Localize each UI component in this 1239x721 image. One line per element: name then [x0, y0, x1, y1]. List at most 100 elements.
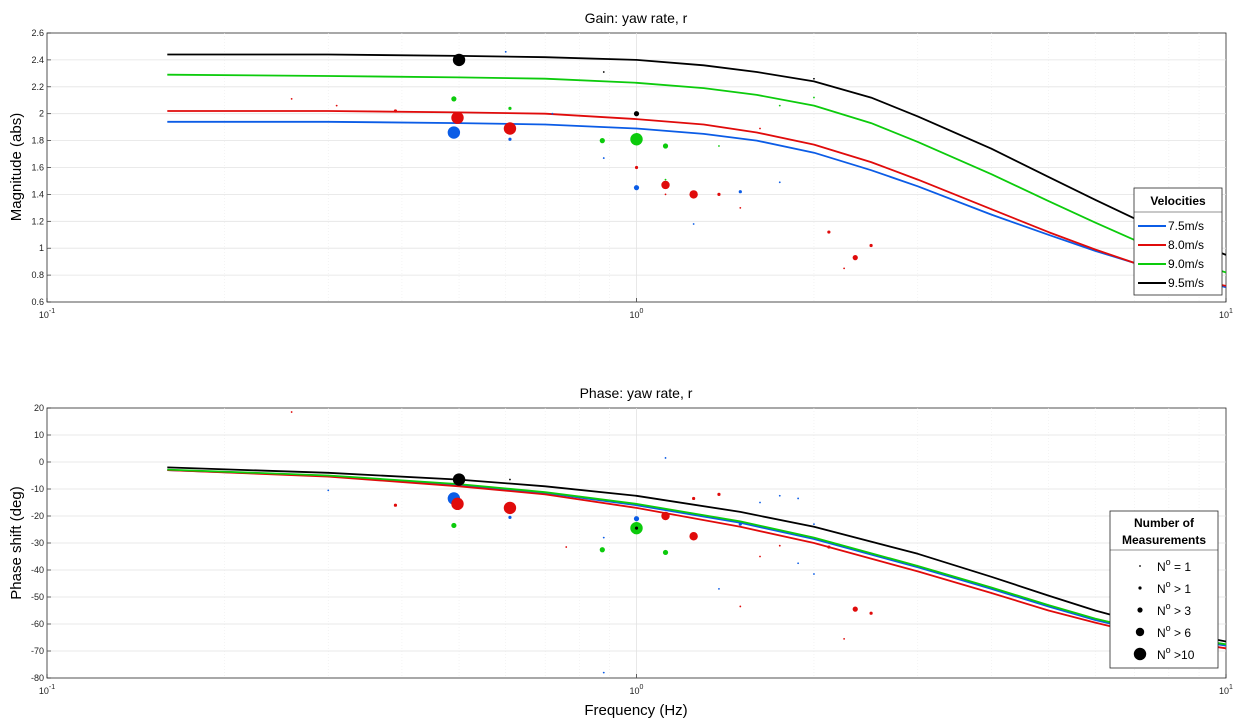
phase-x-axis-label: Frequency (Hz) [584, 702, 687, 719]
gain-measurement-point [664, 193, 667, 196]
gain-measurement-point [738, 190, 742, 194]
gain-measurement-point [290, 98, 293, 100]
velocity-legend-label: 8.0m/s [1168, 238, 1204, 252]
gain-measurement-point [689, 190, 698, 199]
phase-measurement-point [717, 492, 721, 496]
phase-x-tick-label: 101 [1219, 684, 1233, 696]
gain-y-tick-label: 1.8 [31, 136, 44, 146]
gain-measurement-point [739, 206, 742, 209]
velocity-legend-label: 9.0m/s [1168, 257, 1204, 271]
phase-measurement-point [813, 573, 815, 575]
phase-measurement-point [503, 501, 517, 515]
gain-measurement-point [633, 185, 640, 191]
phase-measurement-point [759, 555, 761, 558]
phase-measurement-point [565, 546, 568, 548]
gain-measurement-point [335, 104, 338, 107]
size-legend-label: No > 3 [1157, 601, 1191, 618]
gain-y-tick-label: 0.8 [31, 270, 44, 280]
phase-chart-title: Phase: yaw rate, r [580, 385, 693, 401]
gain-y-tick-label: 1.2 [31, 216, 44, 226]
gain-measurement-point [692, 223, 695, 225]
phase-measurement-point [633, 516, 640, 522]
gain-measurement-point [813, 77, 815, 80]
phase-measurement-point [599, 547, 605, 553]
gain-measurement-point [633, 111, 640, 117]
gain-x-tick-label: 100 [630, 308, 644, 320]
phase-measurement-point [602, 671, 605, 674]
phase-measurement-point [327, 489, 330, 492]
gain-measurement-point [759, 127, 761, 130]
gain-measurement-point [504, 50, 507, 53]
velocity-legend-label: 9.5m/s [1168, 276, 1204, 290]
gain-measurement-point [852, 255, 858, 261]
gain-measurement-point [393, 109, 398, 113]
gain-measurement-point [778, 181, 781, 184]
phase-measurement-point [451, 497, 464, 511]
phase-measurement-point [692, 496, 696, 501]
phase-measurement-point [797, 497, 800, 500]
gain-measurement-point [827, 230, 831, 234]
gain-y-tick-label: 0.6 [31, 297, 44, 307]
size-legend-marker [1133, 647, 1147, 661]
phase-x-tick-label: 10-1 [39, 684, 55, 696]
velocity-legend: Velocities 7.5m/s 8.0m/s 9.0m/s 9.5m/s [1133, 187, 1223, 296]
gain-plot: 0.6 0.8 1 1.2 1.4 1.6 1.8 2 2.2 2.4 2.6 10-1 100 101… [8, 10, 1233, 320]
gain-measurement-point [599, 138, 605, 144]
size-legend-marker [1139, 565, 1141, 567]
gain-measurement-point [551, 112, 554, 115]
phase-measurement-point [827, 545, 831, 549]
size-legend-marker [1135, 627, 1145, 637]
gain-measurement-point [602, 157, 605, 159]
phase-measurement-point [689, 532, 698, 541]
gain-y-axis-label: Magnitude (abs) [8, 113, 25, 221]
gain-measurement-point [503, 122, 517, 135]
phase-y-tick-label: -80 [31, 673, 44, 683]
gain-y-tick-label: 1.6 [31, 163, 44, 173]
phase-y-tick-label: -30 [31, 538, 44, 548]
gain-y-tick-label: 2.4 [31, 55, 44, 65]
phase-measurement-point [739, 605, 742, 608]
phase-y-tick-label: -40 [31, 565, 44, 575]
phase-plot: -80 -70 -60 -50 -40 -30 -20 -10 0 10 20 10-1 100 101… [8, 385, 1233, 719]
size-legend-label: No >10 [1157, 645, 1195, 662]
gain-measurement-point [813, 96, 815, 99]
gain-measurement-point [664, 178, 667, 181]
gain-y-tick-label: 2.6 [31, 28, 44, 38]
phase-y-tick-label: -60 [31, 619, 44, 629]
gain-measurement-point [508, 106, 512, 110]
phase-measurement-point [778, 494, 781, 497]
phase-measurement-point [718, 588, 720, 590]
phase-y-tick-label: -10 [31, 484, 44, 494]
gain-measurement-point [602, 71, 605, 73]
phase-measurement-point [852, 606, 858, 612]
phase-measurement-point [508, 515, 512, 519]
gain-measurement-point [843, 267, 846, 270]
phase-measurement-point [451, 522, 457, 529]
velocity-legend-label: 7.5m/s [1168, 219, 1204, 233]
phase-measurement-point [869, 611, 873, 615]
phase-y-tick-label: 10 [34, 430, 44, 440]
phase-y-tick-label: 0 [39, 457, 44, 467]
gain-measurement-point [661, 180, 670, 190]
measurements-legend: Number of Measurements No = 1 No > 1 No > … [1109, 510, 1219, 669]
phase-measurement-point [759, 501, 761, 504]
size-legend-label: No = 1 [1157, 557, 1191, 574]
phase-measurement-point [843, 637, 846, 640]
gain-measurement-point [452, 53, 466, 67]
phase-measurement-point [778, 544, 781, 547]
phase-y-tick-label: 20 [34, 403, 44, 413]
size-legend-marker [1138, 586, 1142, 590]
gain-measurement-point [508, 137, 512, 141]
gain-measurement-point [778, 104, 781, 107]
gain-measurement-point [662, 143, 669, 149]
phase-measurement-point [290, 411, 293, 413]
phase-measurement-point [797, 562, 800, 565]
gain-x-tick-label: 101 [1219, 308, 1233, 320]
gain-measurement-point [717, 192, 721, 196]
gain-y-tick-label: 2.2 [31, 82, 44, 92]
size-legend-label: No > 1 [1157, 579, 1191, 596]
size-legend-marker [1137, 607, 1143, 613]
measurements-legend-title-line1: Number of [1134, 516, 1195, 530]
gain-x-tick-label: 10-1 [39, 308, 55, 320]
